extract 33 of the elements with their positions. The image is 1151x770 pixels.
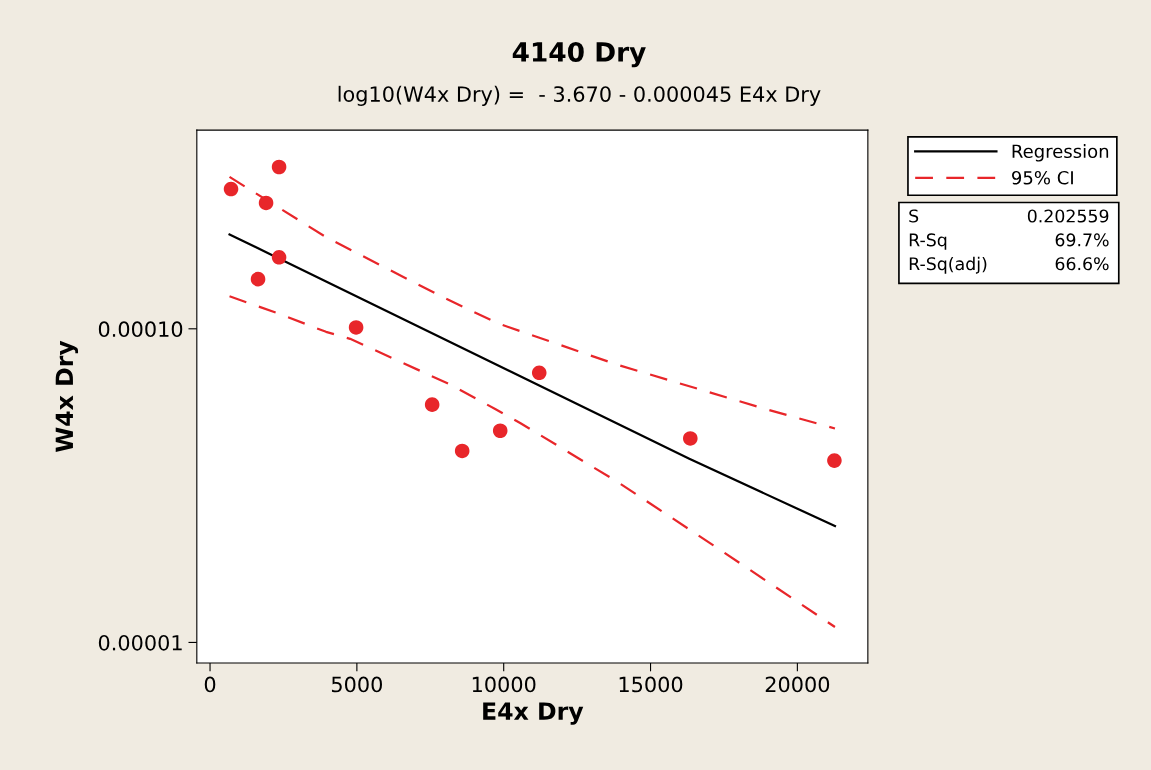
text: R-Sq(adj) [909, 256, 987, 274]
point [258, 195, 274, 211]
chart-title: 4140 Dry [512, 42, 646, 68]
x-tick-label: 20000 [765, 676, 830, 693]
text: 66.6% [1055, 257, 1109, 271]
y-tick-label: 0.00010 [98, 321, 183, 338]
point [348, 320, 364, 335]
y-tick-label: 0.00001 [98, 634, 182, 651]
text: 69.7% [1055, 233, 1109, 247]
text: S [909, 209, 919, 223]
text: R-Sq [909, 233, 947, 250]
legend-label: 95% CI [1012, 170, 1073, 185]
point [827, 453, 842, 468]
point [250, 271, 266, 287]
y-axis-title: W4x Dry [55, 340, 79, 453]
point [271, 159, 287, 175]
point [424, 397, 440, 412]
line-series [228, 175, 837, 430]
point [223, 181, 239, 197]
chart-subtitle: log10(W4x Dry) = - 3.670 - 0.000045 E4x Dry [338, 85, 821, 106]
text: 0.202559 [1027, 209, 1109, 223]
x-tick-label: 5000 [331, 676, 382, 693]
point [683, 431, 698, 446]
x-tick-label: 15000 [619, 676, 683, 693]
point [531, 365, 547, 381]
x-tick-label: 10000 [472, 676, 536, 693]
point [492, 423, 508, 439]
legend-label: Regression [1012, 144, 1109, 162]
x-axis-title: E4x Dry [483, 702, 584, 725]
line-series [228, 295, 837, 629]
point [271, 250, 287, 265]
x-tick-label: 0 [204, 676, 216, 693]
point [454, 443, 470, 459]
